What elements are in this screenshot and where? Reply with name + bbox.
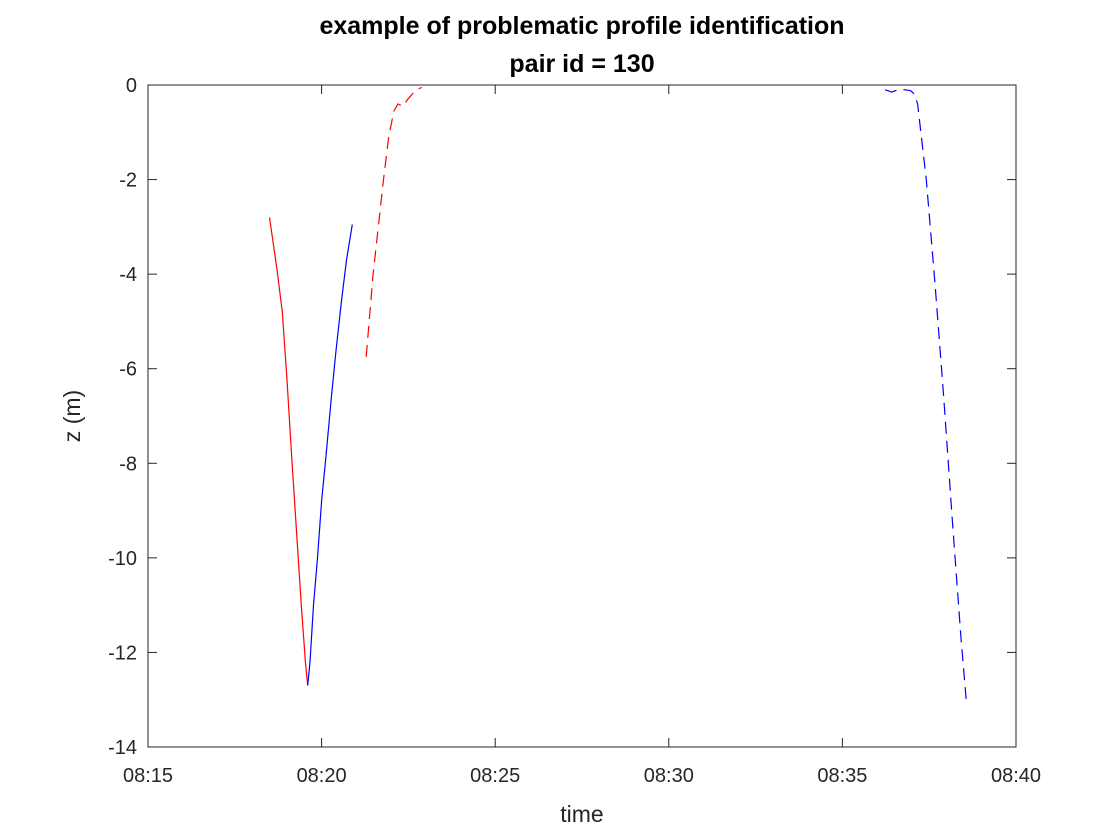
series-line-2-solid [307, 224, 353, 686]
x-tick-label: 08:40 [991, 765, 1041, 787]
series-line-3-dashed [365, 86, 422, 357]
y-axis-label: z (m) [59, 390, 85, 442]
y-tick-label: -6 [119, 359, 137, 381]
x-tick-label: 08:35 [817, 765, 867, 787]
plot-area [148, 85, 1016, 747]
axes-box [147, 84, 1017, 748]
y-tick-label: -2 [119, 170, 137, 192]
series-line-4-dashed [884, 89, 967, 700]
chart-subtitle: pair id = 130 [509, 50, 654, 78]
x-axis-label: time [560, 801, 603, 827]
y-tick-label: -14 [108, 737, 137, 759]
y-tick-label: -4 [119, 264, 137, 286]
x-tick-label: 08:30 [644, 765, 694, 787]
chart-title: example of problematic profile identific… [319, 12, 844, 40]
y-tick-label: -8 [119, 453, 137, 475]
tick-layer: 08:15 08:20 08:25 08:30 08:35 08:40 -14 -12 -10 -… [108, 75, 1041, 787]
series-layer [268, 86, 967, 700]
y-tick-label: 0 [126, 75, 137, 97]
series-line-1-solid [268, 217, 309, 686]
x-tick-label: 08:25 [470, 765, 520, 787]
x-tick-label: 08:20 [297, 765, 347, 787]
y-tick-label: -12 [108, 642, 137, 664]
x-tick-label: 08:15 [123, 765, 173, 787]
y-tick-label: -10 [108, 548, 137, 570]
